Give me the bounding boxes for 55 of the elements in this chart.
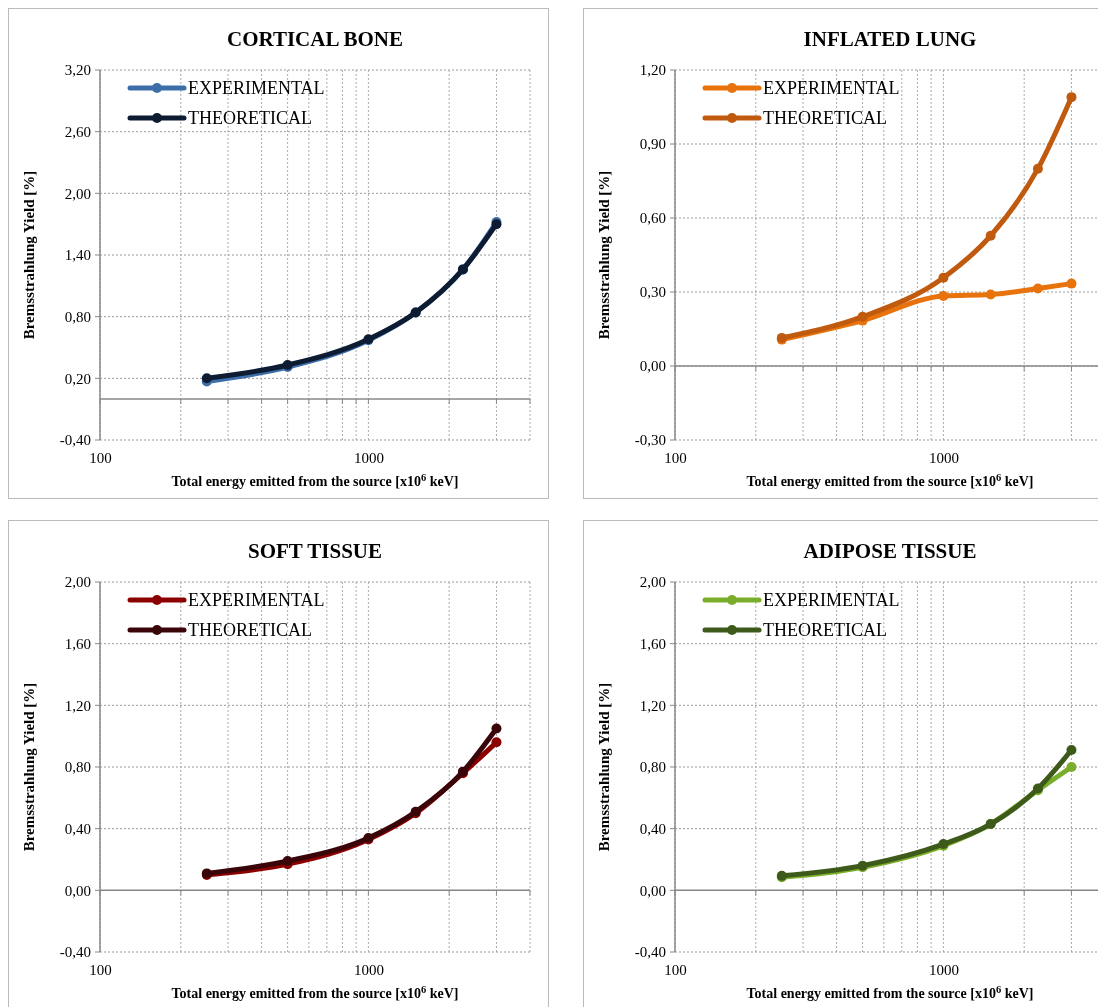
y-tick-label: 1,40 (64, 247, 91, 264)
y-tick-label: -0,40 (634, 944, 666, 961)
x-tick-label: 1000 (928, 449, 959, 466)
y-axis-title: Bremsstrahlung Yield [%] (21, 682, 37, 852)
x-tick-label: 100 (664, 449, 687, 466)
x-tick-label: 100 (89, 961, 112, 978)
x-tick-label: 1000 (353, 961, 384, 978)
y-tick-label: 0,80 (64, 759, 91, 776)
x-axis-title: Total energy emitted from the source [x10$^{6}$ keV] (171, 471, 459, 489)
y-tick-label: 0,80 (64, 308, 91, 325)
y-tick-label: 0,00 (639, 358, 666, 375)
legend-label: THEORETICAL (188, 108, 312, 129)
x-axis-title: Total energy emitted from the source [x10$^{6}$ keV] (171, 983, 459, 1001)
y-tick-label: 2,60 (64, 123, 91, 140)
y-tick-label: 0,30 (639, 284, 666, 301)
y-tick-label: 1,20 (639, 697, 666, 714)
y-tick-label: 2,00 (64, 574, 91, 591)
x-tick-label: 1000 (928, 961, 959, 978)
legend-label: EXPERIMENTAL (188, 78, 325, 99)
x-tick-label: 1000 (353, 449, 384, 466)
y-tick-label: 0,40 (64, 820, 91, 837)
y-tick-label: 0,90 (639, 136, 666, 153)
legend-label: THEORETICAL (763, 108, 887, 129)
legend-label: THEORETICAL (763, 620, 887, 641)
y-tick-label: 1,60 (64, 635, 91, 652)
y-tick-label: 2,00 (639, 574, 666, 591)
y-axis-title: Bremsstrahlung Yield [%] (596, 170, 612, 340)
y-tick-label: 1,20 (639, 62, 666, 79)
chart-title: SOFT TISSUE (247, 539, 383, 563)
y-tick-label: 0,40 (639, 820, 666, 837)
chart-title: CORTICAL BONE (226, 27, 404, 51)
y-tick-label: 0,00 (64, 882, 91, 899)
y-axis-title: Bremsstrahlung Yield [%] (21, 170, 37, 340)
x-axis-title: Total energy emitted from the source [x10$^{6}$ keV] (746, 983, 1034, 1001)
y-axis-title: Bremsstrahlung Yield [%] (596, 682, 612, 852)
y-tick-label: 0,20 (64, 370, 91, 387)
x-tick-label: 100 (89, 449, 112, 466)
y-tick-label: 1,20 (64, 697, 91, 714)
legend-label: THEORETICAL (188, 620, 312, 641)
y-tick-label: 0,80 (639, 759, 666, 776)
y-tick-label: 0,60 (639, 210, 666, 227)
y-tick-label: 3,20 (64, 62, 91, 79)
y-tick-label: -0,30 (634, 432, 666, 449)
chart-title: INFLATED LUNG (803, 27, 977, 51)
y-tick-label: 2,00 (64, 185, 91, 202)
x-tick-label: 100 (664, 961, 687, 978)
y-tick-label: 1,60 (639, 635, 666, 652)
y-tick-label: -0,40 (59, 944, 91, 961)
legend-label: EXPERIMENTAL (763, 78, 900, 99)
legend-label: EXPERIMENTAL (763, 590, 900, 611)
chart-title: ADIPOSE TISSUE (803, 539, 977, 563)
y-tick-label: -0,40 (59, 432, 91, 449)
y-tick-label: 0,00 (639, 882, 666, 899)
legend-label: EXPERIMENTAL (188, 590, 325, 611)
x-axis-title: Total energy emitted from the source [x10$^{6}$ keV] (746, 471, 1034, 489)
